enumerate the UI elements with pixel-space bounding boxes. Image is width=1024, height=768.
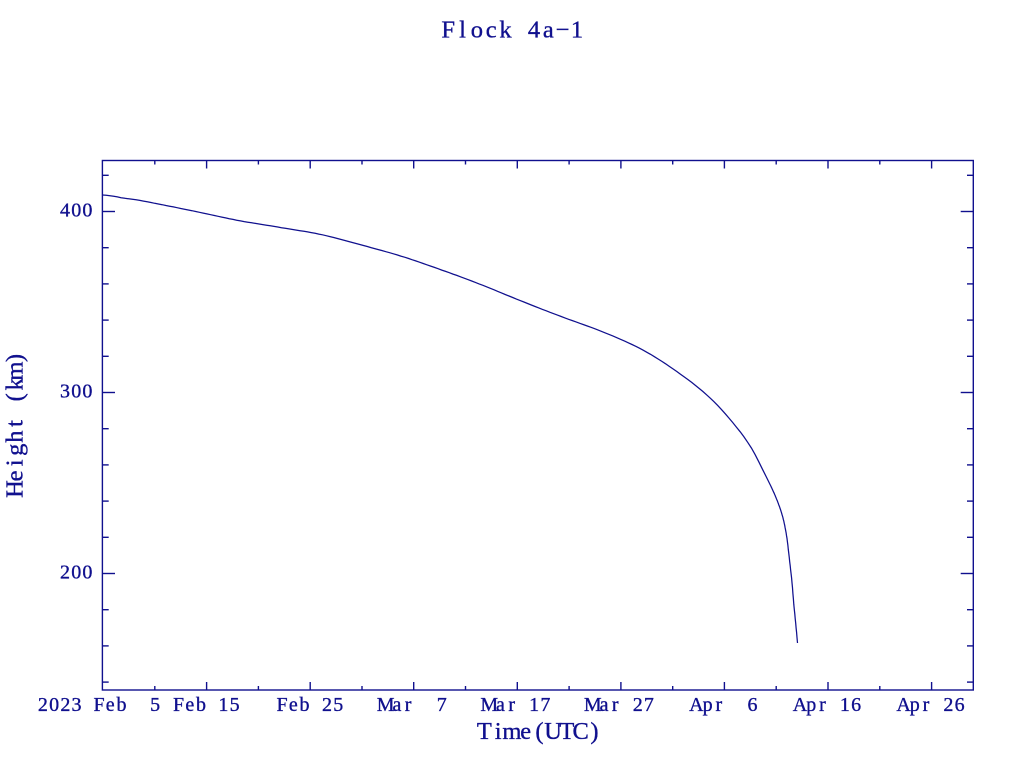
svg-text:Height (km): Height (km) xyxy=(1,354,28,498)
svg-text:300: 300 xyxy=(60,381,92,403)
svg-text:Time(UTC): Time(UTC) xyxy=(477,718,599,745)
svg-text:200: 200 xyxy=(60,562,92,584)
svg-text:2023 Feb 5: 2023 Feb 5 xyxy=(38,694,160,716)
svg-text:400: 400 xyxy=(60,200,92,222)
